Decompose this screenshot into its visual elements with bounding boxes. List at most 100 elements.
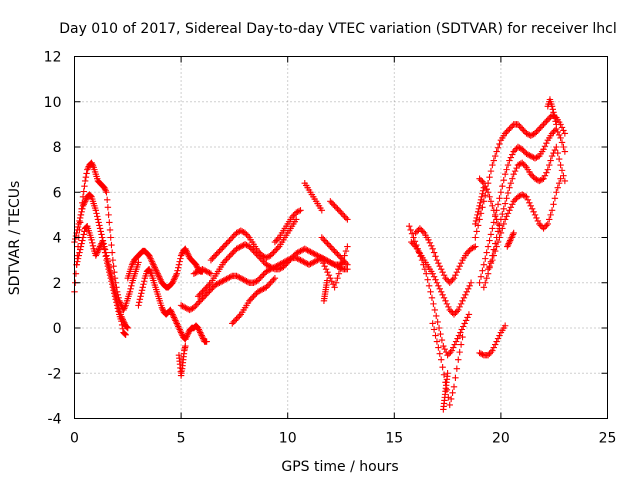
data-point [449,389,456,397]
data-point [234,229,242,236]
data-point [121,330,129,338]
data-point [156,275,163,282]
data-point [285,257,293,265]
x-tick-label: 25 [599,431,617,447]
data-point [482,183,489,190]
data-point [76,249,83,256]
data-point [483,186,490,193]
x-tick-label: 20 [492,431,510,447]
data-point [270,265,277,272]
data-point [96,225,104,232]
data-point [81,199,88,207]
data-point [452,309,459,317]
data-point [311,250,318,258]
data-point [137,293,144,300]
data-point [496,234,503,241]
data-point [264,282,272,289]
data-point [460,294,468,302]
data-point [174,321,181,329]
data-point [490,157,497,164]
data-point [482,192,489,199]
data-point [103,196,111,203]
data-point [476,202,483,210]
y-tick-label: 12 [44,50,62,66]
data-point [477,196,485,203]
data-point [473,214,480,222]
data-point [428,242,435,249]
data-point [440,294,448,302]
data-point [541,143,549,150]
y-tick-label: -2 [48,366,62,382]
data-point [106,268,113,276]
data-point [439,364,446,371]
data-point [450,275,458,282]
data-point [483,275,490,282]
data-point [268,250,276,258]
data-point [484,243,492,250]
data-point [234,314,242,321]
data-point [108,281,116,288]
data-point [465,248,472,256]
data-point [233,245,240,253]
data-point [479,204,486,211]
data-point [176,258,183,265]
data-point [490,252,497,259]
data-point [103,256,110,264]
data-point [433,338,441,345]
data-point [74,255,82,262]
data-point [121,330,128,337]
data-point [103,189,110,196]
data-point [549,106,556,113]
data-point [483,249,490,256]
data-point [196,327,203,335]
data-point [88,159,95,167]
data-point [139,284,146,291]
data-point [435,259,442,267]
data-point [505,240,512,247]
data-point [75,252,82,259]
data-point [469,244,476,252]
data-point [267,279,274,286]
data-point [246,243,253,250]
data-point [408,230,416,237]
data-point [486,193,493,200]
data-point [113,299,120,306]
data-point [453,268,461,276]
data-point [325,241,333,249]
data-point [338,261,345,268]
data-point [177,329,185,336]
data-point [155,272,162,279]
data-point [534,153,542,161]
data-point [521,162,529,170]
data-point [524,130,532,138]
data-point [482,255,489,262]
data-point [83,223,90,231]
data-point [323,277,331,284]
data-point [497,189,505,196]
data-point [447,308,455,315]
data-point [486,237,493,244]
data-point [503,195,510,202]
data-point [115,308,122,315]
data-point [540,121,547,128]
data-point [72,235,79,243]
data-point [264,262,272,269]
data-point [196,291,203,299]
data-point [456,348,463,356]
data-point [311,258,318,265]
data-point [87,192,95,200]
data-point [555,131,563,139]
data-point [227,235,235,243]
data-point [109,256,117,264]
data-point [509,151,516,158]
data-point [169,279,176,286]
data-point [462,291,469,299]
data-point [74,258,81,265]
data-point [274,244,281,252]
data-point [213,281,220,288]
data-point [431,306,439,314]
data-point [72,232,80,240]
data-point [267,263,274,271]
data-point [492,341,499,348]
data-point [509,232,516,240]
